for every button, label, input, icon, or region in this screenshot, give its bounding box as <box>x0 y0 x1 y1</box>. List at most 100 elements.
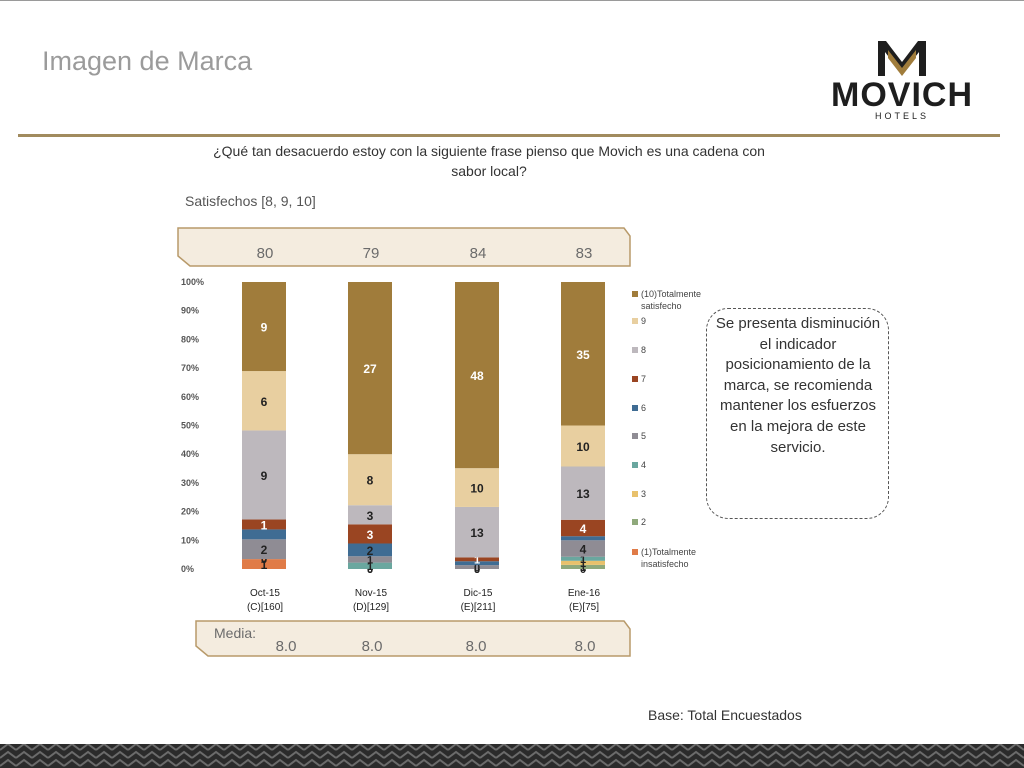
y-tick-label: 40% <box>181 449 199 459</box>
y-tick-label: 90% <box>181 306 199 316</box>
bar-segment <box>348 282 392 455</box>
legend-swatch <box>632 433 638 439</box>
logo-wordmark: MOVICH <box>831 76 973 114</box>
data-label: 10 <box>470 482 484 496</box>
x-category-sublabel: (D)[129] <box>353 602 389 613</box>
data-label: 0 <box>367 564 373 576</box>
legend-swatch <box>632 347 638 353</box>
data-label: 3 <box>367 528 374 542</box>
data-label: 1 <box>261 518 268 532</box>
legend-swatch <box>632 291 638 297</box>
data-label: 9 <box>261 469 268 483</box>
bar-segment <box>455 565 499 569</box>
bar-segment <box>455 506 499 558</box>
y-tick-label: 50% <box>181 421 199 431</box>
media-value: 8.0 <box>276 638 297 655</box>
bar-segment <box>242 559 286 569</box>
bar-segment <box>242 539 286 560</box>
bar-segment <box>561 282 605 426</box>
survey-question: ¿Qué tan desacuerdo estoy con la siguien… <box>213 143 765 179</box>
x-category-label: Ene-16 <box>568 588 601 599</box>
media-banner <box>195 620 631 657</box>
media-value: 8.0 <box>466 638 487 655</box>
legend-label: 5 <box>641 431 646 441</box>
bar-segment <box>348 524 392 544</box>
legend-label: (10)Totalmente <box>641 289 701 299</box>
bar-segment <box>561 560 605 565</box>
bar-segment <box>348 562 392 569</box>
data-label: 1 <box>367 561 373 573</box>
note-callout <box>706 308 889 519</box>
data-label: 0 <box>261 554 267 566</box>
data-label: 0 <box>367 564 373 576</box>
y-tick-label: 70% <box>181 363 199 373</box>
data-label: 2 <box>367 544 374 558</box>
bar-segment <box>561 519 605 537</box>
bar-segment <box>561 540 605 557</box>
note-text: Se presenta disminución el indicador pos… <box>715 315 881 456</box>
satisfied-value: 80 <box>257 245 274 262</box>
x-category-label: Oct-15 <box>250 588 280 599</box>
bar-segment <box>348 454 392 506</box>
legend-label: 6 <box>641 403 646 413</box>
y-tick-label: 10% <box>181 535 199 545</box>
x-category-sublabel: (C)[160] <box>247 602 283 613</box>
bar-segment <box>455 282 499 469</box>
legend-label: 7 <box>641 374 646 384</box>
data-label: 48 <box>470 369 484 383</box>
logo-subtitle: HOTELS <box>874 111 929 121</box>
movich-logo: MOVICH HOTELS <box>816 38 988 122</box>
satisfied-label: Satisfechos [8, 9, 10] <box>185 193 316 209</box>
data-label: 0 <box>261 554 267 566</box>
media-label: Media: <box>214 625 256 641</box>
bar-segment <box>561 466 605 520</box>
legend-label: 4 <box>641 460 646 470</box>
data-label: 1 <box>261 558 268 572</box>
bar-segment <box>561 556 605 561</box>
data-label: 27 <box>363 362 377 376</box>
satisfied-value: 83 <box>576 245 593 262</box>
base-note: Base: Total Encuestados <box>648 707 802 723</box>
data-label: 0 <box>474 564 480 576</box>
legend-swatch <box>632 462 638 468</box>
satisfied-banner <box>177 227 631 267</box>
bar-segment <box>242 371 286 431</box>
satisfied-value: 84 <box>470 245 487 262</box>
header-divider <box>18 134 1000 137</box>
x-category-sublabel: (E)[75] <box>569 602 599 613</box>
bar-segment <box>561 564 605 569</box>
legend-label: 2 <box>641 517 646 527</box>
data-label: 1 <box>367 554 373 566</box>
data-label: 0 <box>367 564 373 576</box>
bar-segment <box>242 519 286 530</box>
legend-swatch <box>632 519 638 525</box>
y-tick-label: 60% <box>181 392 199 402</box>
y-tick-label: 100% <box>181 277 204 287</box>
data-label: 3 <box>367 509 374 523</box>
legend-swatch <box>632 491 638 497</box>
legend-swatch <box>632 318 638 324</box>
data-label: 0 <box>474 562 480 574</box>
legend-label: 3 <box>641 489 646 499</box>
y-tick-label: 0% <box>181 564 194 574</box>
bar-segment <box>348 543 392 557</box>
data-label: 13 <box>470 526 484 540</box>
bar-segment <box>561 536 605 541</box>
data-label: 9 <box>261 321 268 335</box>
x-category-sublabel: (E)[211] <box>461 602 496 613</box>
data-label: 1 <box>580 558 586 570</box>
legend-label: (1)Totalmente <box>641 547 696 557</box>
bar-segment <box>242 282 286 372</box>
satisfied-value: 79 <box>363 245 380 262</box>
media-value: 8.0 <box>362 638 383 655</box>
data-label: 8 <box>367 474 374 488</box>
legend-label: 9 <box>641 316 646 326</box>
decorative-footer-band <box>0 744 1024 768</box>
media-value: 8.0 <box>575 638 596 655</box>
data-label: 0 <box>580 564 586 576</box>
data-label: 10 <box>576 440 590 454</box>
legend-label-cont: insatisfecho <box>641 559 689 569</box>
bar-segment <box>242 529 286 540</box>
y-tick-label: 20% <box>181 507 199 517</box>
